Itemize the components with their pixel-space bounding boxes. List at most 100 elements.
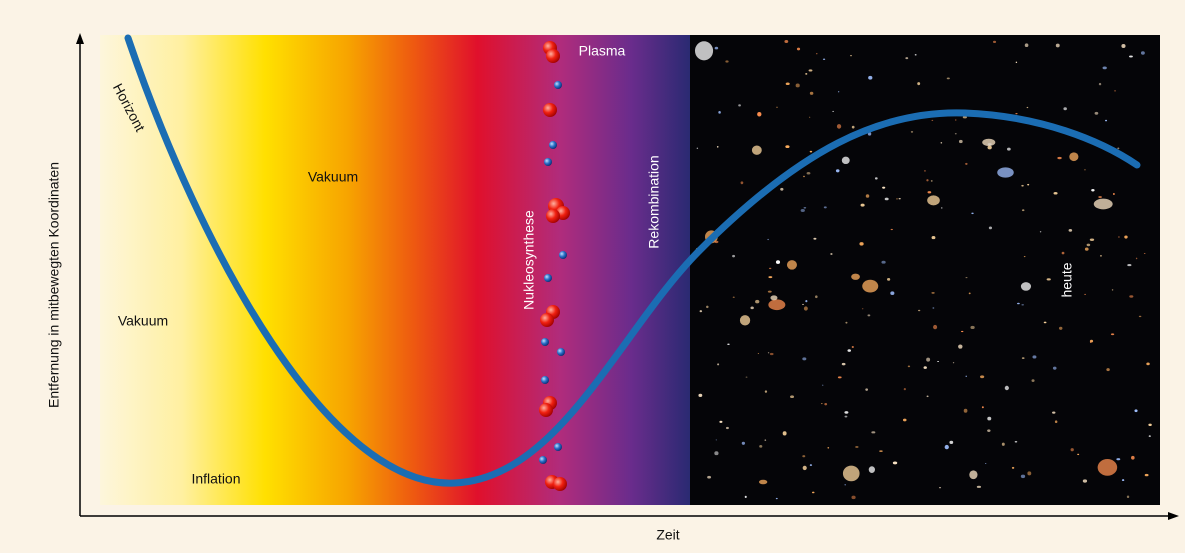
- galaxy: [714, 46, 719, 50]
- galaxy: [963, 408, 968, 413]
- y-axis-arrow: [76, 33, 84, 44]
- galaxy: [758, 479, 768, 485]
- galaxy: [1148, 435, 1151, 437]
- galaxy: [1116, 458, 1121, 461]
- galaxy: [813, 237, 817, 240]
- galaxy: [924, 169, 926, 172]
- galaxy: [868, 466, 875, 473]
- galaxy: [1106, 368, 1110, 372]
- galaxy: [1068, 228, 1073, 232]
- galaxy: [1057, 156, 1062, 160]
- galaxy: [768, 276, 773, 279]
- galaxy: [727, 343, 730, 345]
- galaxy: [738, 104, 741, 107]
- galaxy: [917, 309, 921, 312]
- galaxy: [823, 206, 827, 209]
- galaxy: [1014, 440, 1018, 443]
- galaxy: [927, 195, 940, 206]
- galaxy: [1117, 147, 1120, 150]
- region-label: Rekombination: [646, 155, 662, 248]
- galaxy: [717, 363, 720, 366]
- galaxy: [985, 463, 987, 464]
- galaxy: [882, 186, 886, 189]
- galaxy: [1126, 495, 1130, 499]
- galaxy: [1021, 304, 1024, 306]
- galaxy: [795, 83, 800, 88]
- galaxy: [1020, 474, 1026, 479]
- galaxy: [841, 156, 850, 165]
- galaxy: [1121, 44, 1126, 49]
- galaxy: [1021, 209, 1025, 212]
- galaxy: [786, 260, 797, 270]
- galaxy: [1086, 243, 1091, 247]
- galaxy: [1007, 147, 1011, 151]
- galaxy: [1001, 442, 1005, 446]
- galaxy: [741, 441, 746, 445]
- galaxy: [1054, 420, 1058, 424]
- galaxy: [946, 77, 950, 80]
- galaxy: [757, 353, 759, 355]
- galaxy: [955, 119, 957, 121]
- galaxy: [927, 191, 932, 194]
- galaxy: [938, 486, 942, 489]
- galaxy: [767, 352, 770, 354]
- galaxy: [732, 296, 735, 299]
- galaxy: [851, 273, 860, 280]
- galaxy: [835, 169, 840, 173]
- galaxy: [1020, 282, 1032, 291]
- galaxy: [910, 131, 914, 133]
- galaxy: [969, 470, 978, 480]
- galaxy: [884, 197, 889, 201]
- galaxy: [1084, 169, 1086, 171]
- galaxy: [976, 485, 982, 488]
- galaxy: [803, 306, 808, 311]
- galaxy: [718, 111, 721, 114]
- galaxy: [805, 73, 808, 75]
- galaxy: [821, 384, 824, 386]
- galaxy: [822, 58, 826, 61]
- galaxy: [879, 450, 883, 453]
- galaxy: [1098, 195, 1102, 199]
- galaxy: [855, 446, 859, 448]
- galaxy: [809, 91, 814, 95]
- galaxy: [716, 146, 719, 148]
- galaxy: [954, 133, 957, 135]
- galaxy: [860, 203, 865, 207]
- galaxy: [698, 393, 703, 397]
- galaxy: [770, 295, 778, 301]
- galaxy: [844, 484, 846, 486]
- galaxy: [965, 375, 967, 377]
- galaxy: [1131, 455, 1135, 460]
- galaxy: [933, 324, 938, 330]
- galaxy: [970, 325, 975, 330]
- galaxy: [1052, 366, 1057, 370]
- galaxy: [905, 57, 909, 60]
- galaxy: [719, 420, 723, 423]
- galaxy: [844, 415, 848, 418]
- galaxy: [694, 41, 714, 61]
- galaxy: [890, 228, 893, 231]
- galaxy: [965, 277, 968, 279]
- galaxy: [1100, 255, 1102, 257]
- galaxy: [699, 310, 703, 313]
- galaxy: [981, 406, 984, 409]
- galaxy: [784, 39, 789, 44]
- galaxy: [931, 292, 935, 294]
- x-axis-label: Zeit: [656, 527, 679, 543]
- galaxy: [808, 69, 813, 72]
- galaxy: [1134, 409, 1138, 413]
- particles: [539, 41, 570, 491]
- region-label: Nukleosynthese: [521, 210, 537, 310]
- galaxy: [1127, 264, 1132, 267]
- galaxy: [767, 238, 769, 241]
- galaxy: [842, 465, 860, 482]
- galaxy: [1143, 253, 1146, 255]
- galaxy: [845, 321, 848, 324]
- region-label: Vakuum: [308, 169, 358, 185]
- galaxy: [1146, 362, 1150, 366]
- galaxy: [940, 142, 943, 144]
- galaxy: [881, 260, 886, 264]
- galaxy: [750, 306, 754, 310]
- galaxy: [1112, 193, 1115, 196]
